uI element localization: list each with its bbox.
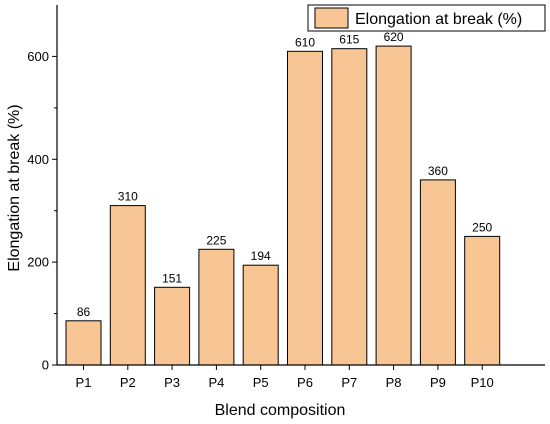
data-label-p6: 610: [295, 35, 315, 49]
y-axis-title: Elongation at break (%): [6, 104, 23, 271]
data-label-p4: 225: [206, 233, 226, 247]
x-tick-label-p5: P5: [253, 375, 269, 390]
legend-swatch: [314, 7, 349, 29]
bar-p1: [65, 320, 102, 366]
data-label-p7: 615: [339, 33, 359, 47]
bar-p7: [331, 48, 368, 366]
x-tick-label-p9: P9: [430, 375, 446, 390]
x-tick-label-p3: P3: [164, 375, 180, 390]
bar-p3: [154, 286, 191, 366]
data-label-p9: 360: [428, 164, 448, 178]
legend-label: Elongation at break (%): [355, 11, 522, 28]
data-label-p1: 86: [77, 305, 91, 319]
data-label-p8: 620: [384, 30, 404, 44]
x-tick-label-p1: P1: [76, 375, 92, 390]
axes-layer: P1 P2 P3 P4 P5 P6 P7 P8 P9 P10 0 200 400 600: [27, 5, 545, 390]
x-tick-label-p8: P8: [386, 375, 402, 390]
y-tick-label-200: 200: [27, 255, 49, 270]
data-label-p5: 194: [251, 249, 271, 263]
x-tick-label-p2: P2: [120, 375, 136, 390]
bar-p9: [419, 179, 456, 366]
bars-layer: [65, 45, 501, 366]
x-tick-label-p6: P6: [297, 375, 313, 390]
y-tick-label-0: 0: [42, 358, 49, 373]
data-label-p3: 151: [162, 271, 182, 285]
x-tick-label-p10: P10: [471, 375, 494, 390]
bar-p4: [198, 248, 235, 366]
bar-p8: [375, 45, 412, 366]
x-axis-title: Blend composition: [215, 402, 346, 419]
y-tick-label-600: 600: [27, 49, 49, 64]
bar-p2: [109, 205, 146, 366]
y-tick-label-400: 400: [27, 152, 49, 167]
x-tick-label-p4: P4: [208, 375, 224, 390]
bar-p10: [464, 235, 501, 366]
data-labels-layer: 86 310 151 225 194 610 615 620 360 250: [77, 30, 493, 319]
bar-p6: [287, 50, 323, 366]
data-label-p10: 250: [472, 220, 492, 234]
bar-p5: [242, 264, 279, 366]
data-label-p2: 310: [118, 190, 138, 204]
x-tick-label-p7: P7: [341, 375, 357, 390]
legend: Elongation at break (%): [307, 4, 546, 32]
